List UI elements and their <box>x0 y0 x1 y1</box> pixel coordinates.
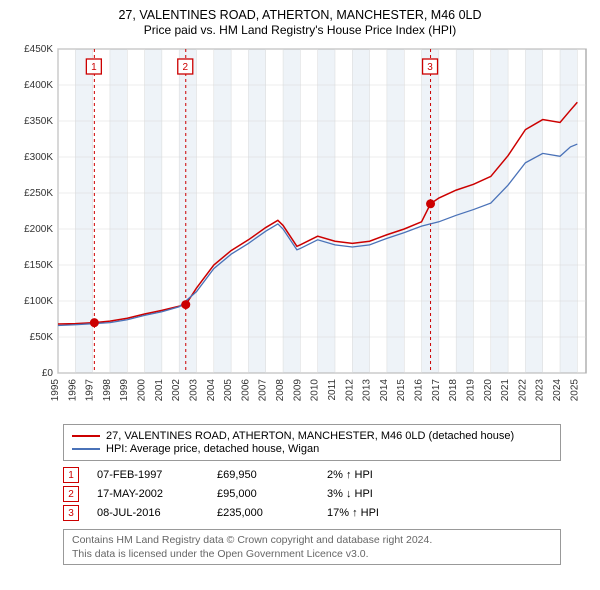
sale-row: 2 17-MAY-2002£95,0003% ↓ HPI <box>63 486 592 502</box>
svg-text:2010: 2010 <box>310 379 321 402</box>
svg-text:£400K: £400K <box>24 80 53 91</box>
sale-marker-box: 1 <box>63 467 79 483</box>
svg-text:1997: 1997 <box>85 379 96 402</box>
legend-swatch-2 <box>72 448 100 450</box>
svg-text:£250K: £250K <box>24 188 53 199</box>
svg-text:2024: 2024 <box>552 379 563 402</box>
sale-diff: 3% ↓ HPI <box>327 488 427 500</box>
svg-text:2005: 2005 <box>223 379 234 402</box>
svg-text:£200K: £200K <box>24 224 53 235</box>
sale-diff: 2% ↑ HPI <box>327 469 427 481</box>
svg-text:2016: 2016 <box>414 379 425 402</box>
svg-text:2003: 2003 <box>188 379 199 402</box>
svg-text:2018: 2018 <box>448 379 459 402</box>
sale-date: 07-FEB-1997 <box>97 469 217 481</box>
svg-text:2014: 2014 <box>379 379 390 402</box>
svg-text:£50K: £50K <box>30 332 54 343</box>
svg-text:2019: 2019 <box>465 379 476 402</box>
sale-date: 17-MAY-2002 <box>97 488 217 500</box>
sale-marker-box: 2 <box>63 486 79 502</box>
legend: 27, VALENTINES ROAD, ATHERTON, MANCHESTE… <box>63 424 561 461</box>
svg-text:2002: 2002 <box>171 379 182 402</box>
svg-text:2021: 2021 <box>500 379 511 402</box>
svg-text:2022: 2022 <box>517 379 528 402</box>
svg-text:2012: 2012 <box>344 379 355 402</box>
legend-row-series2: HPI: Average price, detached house, Wiga… <box>72 443 552 455</box>
sale-diff: 17% ↑ HPI <box>327 507 427 519</box>
license-line1: Contains HM Land Registry data © Crown c… <box>72 533 552 547</box>
sale-date: 08-JUL-2016 <box>97 507 217 519</box>
svg-text:1999: 1999 <box>119 379 130 402</box>
sales-table: 1 07-FEB-1997£69,9502% ↑ HPI 2 17-MAY-2002£… <box>63 467 592 521</box>
svg-text:£350K: £350K <box>24 116 53 127</box>
svg-text:£0: £0 <box>42 368 54 379</box>
svg-text:£150K: £150K <box>24 260 53 271</box>
svg-text:2: 2 <box>182 62 188 73</box>
legend-swatch-1 <box>72 435 100 437</box>
svg-text:£100K: £100K <box>24 296 53 307</box>
svg-text:2004: 2004 <box>206 379 217 402</box>
svg-text:2017: 2017 <box>431 379 442 402</box>
license-line2: This data is licensed under the Open Gov… <box>72 547 552 561</box>
sale-row: 1 07-FEB-1997£69,9502% ↑ HPI <box>63 467 592 483</box>
svg-text:£300K: £300K <box>24 152 53 163</box>
svg-text:2000: 2000 <box>137 379 148 402</box>
legend-row-series1: 27, VALENTINES ROAD, ATHERTON, MANCHESTE… <box>72 430 552 442</box>
svg-text:1998: 1998 <box>102 379 113 402</box>
sale-row: 3 08-JUL-2016£235,00017% ↑ HPI <box>63 505 592 521</box>
svg-text:2020: 2020 <box>483 379 494 402</box>
sale-price: £95,000 <box>217 488 327 500</box>
svg-text:2013: 2013 <box>362 379 373 402</box>
svg-text:1: 1 <box>91 62 97 73</box>
svg-text:2025: 2025 <box>569 379 580 402</box>
svg-text:2011: 2011 <box>327 379 338 401</box>
svg-text:2023: 2023 <box>535 379 546 402</box>
chart-plot: £0 £50K £100K £150K £200K £250K £300K £350K £400… <box>8 43 592 416</box>
sale-price: £69,950 <box>217 469 327 481</box>
chart-title-line1: 27, VALENTINES ROAD, ATHERTON, MANCHESTE… <box>8 8 592 22</box>
svg-text:2008: 2008 <box>275 379 286 402</box>
svg-text:£450K: £450K <box>24 44 53 55</box>
svg-text:1995: 1995 <box>50 379 61 402</box>
legend-label-2: HPI: Average price, detached house, Wiga… <box>106 443 319 455</box>
sale-marker-box: 3 <box>63 505 79 521</box>
sale-price: £235,000 <box>217 507 327 519</box>
svg-text:2006: 2006 <box>240 379 251 402</box>
svg-text:2015: 2015 <box>396 379 407 402</box>
svg-text:3: 3 <box>427 62 433 73</box>
svg-text:2001: 2001 <box>154 379 165 402</box>
svg-text:2007: 2007 <box>258 379 269 402</box>
svg-text:2009: 2009 <box>292 379 303 402</box>
chart-title-line2: Price paid vs. HM Land Registry's House … <box>8 23 592 37</box>
svg-text:1996: 1996 <box>67 379 78 402</box>
license-box: Contains HM Land Registry data © Crown c… <box>63 529 561 565</box>
legend-label-1: 27, VALENTINES ROAD, ATHERTON, MANCHESTE… <box>106 430 514 442</box>
